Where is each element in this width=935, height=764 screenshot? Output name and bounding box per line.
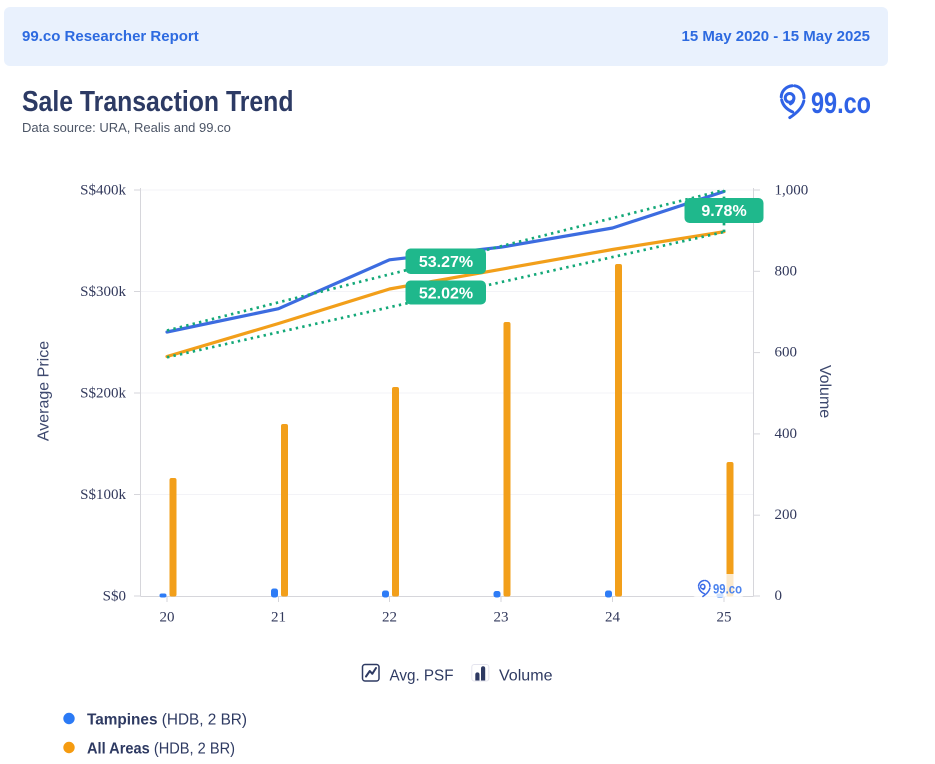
svg-text:S$0: S$0 — [103, 589, 126, 605]
svg-text:S$400k: S$400k — [80, 183, 126, 199]
svg-text:Volume: Volume — [816, 365, 833, 418]
svg-text:99.co: 99.co — [811, 87, 871, 120]
svg-text:52.02%: 52.02% — [419, 286, 473, 303]
svg-text:20: 20 — [160, 610, 175, 626]
svg-text:1,000: 1,000 — [775, 182, 809, 198]
svg-text:400: 400 — [775, 426, 798, 442]
svg-text:21: 21 — [271, 610, 286, 626]
svg-text:200: 200 — [775, 507, 798, 523]
svg-text:S$300k: S$300k — [80, 284, 126, 300]
svg-text:23: 23 — [494, 610, 509, 626]
svg-text:S$100k: S$100k — [80, 487, 126, 503]
svg-text:25: 25 — [717, 610, 732, 626]
svg-text:All Areas (HDB, 2 BR): All Areas (HDB, 2 BR) — [87, 741, 235, 758]
svg-text:22: 22 — [382, 610, 397, 626]
svg-text:600: 600 — [775, 345, 798, 361]
svg-text:Avg. PSF: Avg. PSF — [390, 668, 454, 685]
svg-text:800: 800 — [775, 263, 798, 279]
svg-text:Volume: Volume — [499, 668, 553, 685]
svg-text:Average Price: Average Price — [36, 341, 53, 441]
svg-text:53.27%: 53.27% — [419, 254, 473, 271]
svg-text:99.co: 99.co — [713, 581, 742, 597]
svg-text:9.78%: 9.78% — [701, 203, 746, 220]
svg-text:24: 24 — [605, 610, 621, 626]
svg-text:Tampines (HDB, 2 BR): Tampines (HDB, 2 BR) — [87, 712, 247, 729]
svg-text:0: 0 — [775, 588, 783, 604]
svg-text:S$200k: S$200k — [80, 386, 126, 402]
